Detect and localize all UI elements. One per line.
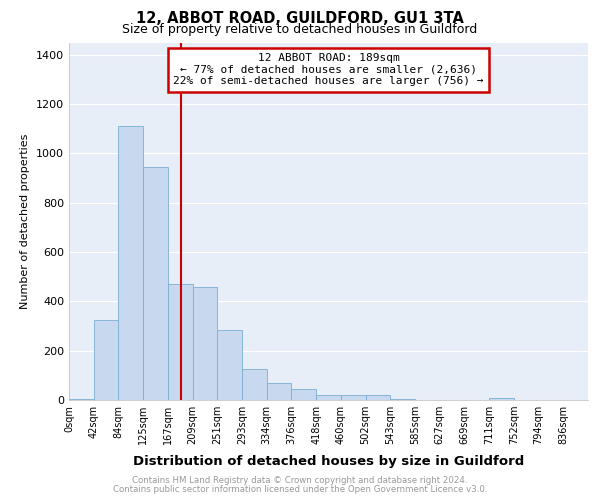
Bar [193,286,217,400]
Bar [94,320,118,400]
Bar [69,399,94,400]
Bar [267,382,292,400]
X-axis label: Distribution of detached houses by size in Guildford: Distribution of detached houses by size … [133,456,524,468]
Y-axis label: Number of detached properties: Number of detached properties [20,134,31,309]
Text: Contains public sector information licensed under the Open Government Licence v3: Contains public sector information licen… [113,485,487,494]
Bar [292,389,316,400]
Bar [118,126,143,400]
Bar [365,394,390,400]
Text: 12 ABBOT ROAD: 189sqm
← 77% of detached houses are smaller (2,636)
22% of semi-d: 12 ABBOT ROAD: 189sqm ← 77% of detached … [173,53,484,86]
Bar [316,394,341,400]
Bar [341,394,365,400]
Text: Contains HM Land Registry data © Crown copyright and database right 2024.: Contains HM Land Registry data © Crown c… [132,476,468,485]
Text: 12, ABBOT ROAD, GUILDFORD, GU1 3TA: 12, ABBOT ROAD, GUILDFORD, GU1 3TA [136,11,464,26]
Bar [489,398,514,400]
Bar [143,167,168,400]
Bar [217,330,242,400]
Bar [242,369,267,400]
Text: Size of property relative to detached houses in Guildford: Size of property relative to detached ho… [122,22,478,36]
Bar [168,284,193,400]
